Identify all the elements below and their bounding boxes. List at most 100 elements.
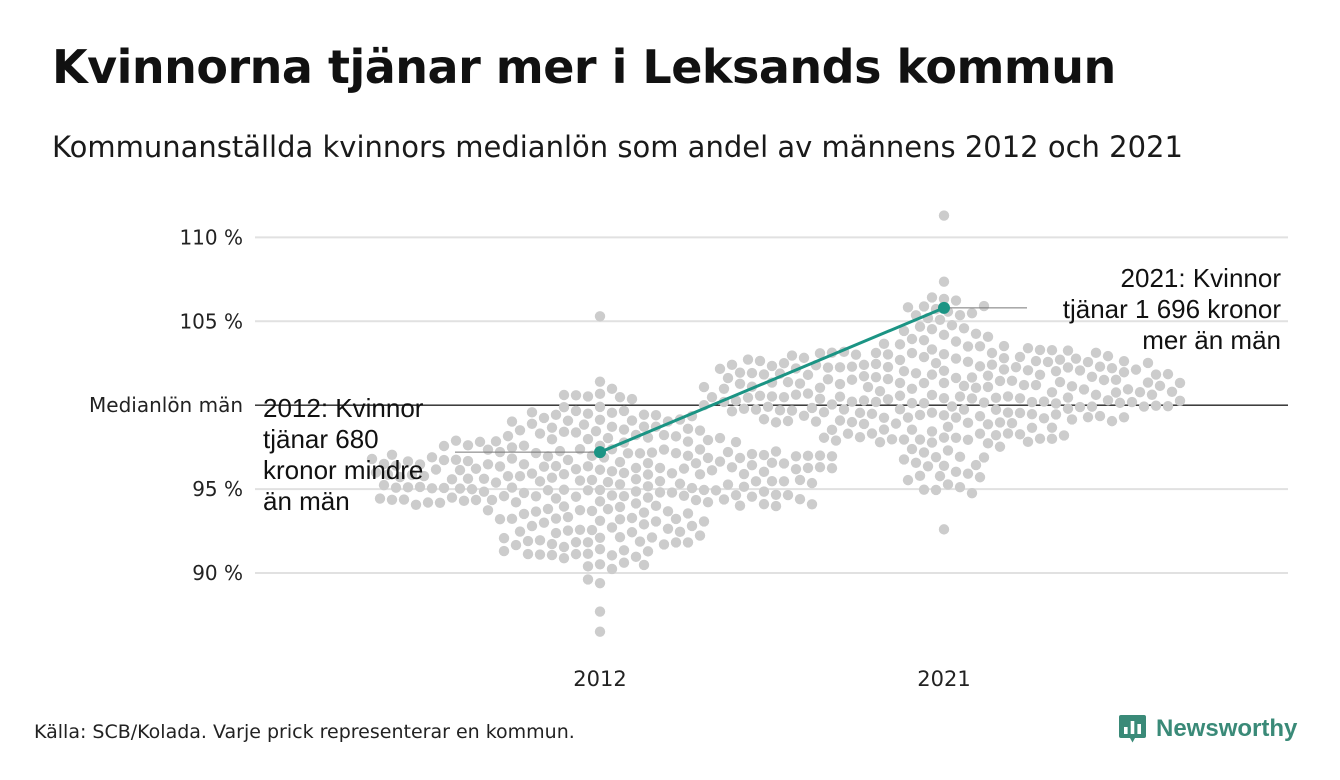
municipality-dot (446, 492, 458, 503)
municipality-dot (378, 479, 390, 491)
municipality-dot (626, 415, 638, 426)
y-axis-labels: 90 % 95 % 105 % 110 % (179, 225, 243, 585)
municipality-dot (790, 389, 802, 400)
municipality-dot (846, 361, 858, 372)
municipality-dot (1142, 357, 1154, 369)
x-tick-label: 2021 (917, 667, 970, 691)
municipality-dot (962, 356, 974, 367)
municipality-dot (374, 493, 386, 504)
municipality-dot (390, 460, 402, 471)
municipality-dot (506, 442, 518, 453)
municipality-dot (850, 349, 862, 360)
municipality-dot (882, 349, 894, 360)
municipality-dot (722, 372, 734, 384)
municipality-dot (1022, 365, 1034, 376)
municipality-dot (426, 452, 438, 463)
municipality-dot (1102, 395, 1114, 406)
municipality-dot (462, 473, 474, 484)
municipality-dot (778, 458, 790, 469)
municipality-dot (618, 467, 630, 479)
municipality-dot (614, 531, 626, 543)
municipality-dot (1150, 369, 1162, 380)
municipality-dot (582, 548, 594, 560)
municipality-dot (530, 506, 542, 517)
municipality-dot (1002, 391, 1014, 402)
municipality-dot (802, 388, 814, 399)
municipality-dot (594, 515, 606, 526)
municipality-dot (774, 405, 786, 416)
municipality-dot (878, 424, 890, 435)
municipality-dot (606, 407, 618, 419)
municipality-dot (626, 393, 638, 405)
municipality-dot (886, 434, 898, 445)
municipality-dot (1154, 380, 1166, 392)
municipality-dot (938, 460, 950, 471)
municipality-dot (758, 449, 770, 461)
municipality-dot (742, 354, 754, 365)
municipality-dot (522, 535, 534, 547)
municipality-dot (746, 491, 758, 502)
highlight-line (599, 306, 945, 454)
newsworthy-logo[interactable]: Newsworthy (1118, 714, 1297, 744)
municipality-dot (938, 524, 950, 535)
municipality-dot (798, 352, 810, 364)
municipality-dot (982, 419, 994, 430)
municipality-dot (1046, 345, 1058, 356)
municipality-dot (582, 408, 594, 419)
municipality-dot (438, 482, 450, 494)
municipality-dot (402, 482, 414, 493)
municipality-dot (926, 292, 938, 303)
municipality-dot (1074, 365, 1086, 376)
municipality-dot (602, 432, 614, 444)
municipality-dot (986, 359, 998, 370)
municipality-dot (550, 460, 562, 472)
municipality-dot (654, 462, 666, 474)
municipality-dot (1002, 428, 1014, 439)
municipality-dot (606, 522, 618, 533)
municipality-dot (510, 497, 522, 508)
municipality-dot (906, 397, 918, 409)
municipality-dot (630, 474, 642, 485)
municipality-dot (950, 372, 962, 384)
municipality-dot (926, 344, 938, 355)
municipality-dot (1030, 355, 1042, 367)
municipality-dot (982, 438, 994, 449)
municipality-dot (550, 493, 562, 504)
municipality-dot (638, 409, 650, 420)
municipality-dot (686, 482, 698, 494)
municipality-dot (534, 549, 546, 560)
municipality-dot (902, 474, 914, 486)
municipality-dot (726, 462, 738, 473)
municipality-dot (674, 478, 686, 489)
municipality-dot (778, 476, 790, 487)
municipality-dot (874, 436, 886, 448)
municipality-dot (438, 454, 450, 466)
municipality-dot (426, 483, 438, 494)
municipality-dot (834, 415, 846, 426)
municipality-dot (926, 369, 938, 380)
municipality-dot (974, 428, 986, 439)
municipality-dot (542, 451, 554, 462)
municipality-dot (530, 447, 542, 459)
municipality-dot (702, 496, 714, 508)
municipality-dot (618, 545, 630, 556)
municipality-dot (538, 517, 550, 528)
municipality-dot (910, 368, 922, 379)
municipality-dot (1106, 362, 1118, 374)
municipality-dot (1046, 422, 1058, 433)
municipality-dot (486, 494, 498, 506)
municipality-dot (614, 479, 626, 490)
municipality-dot (618, 424, 630, 435)
municipality-dot (770, 446, 782, 457)
municipality-dot (938, 329, 950, 341)
municipality-dot (942, 421, 954, 433)
municipality-dot (942, 479, 954, 490)
municipality-dot (1162, 368, 1174, 380)
chart-title: Kvinnorna tjänar mer i Leksands kommun (52, 40, 1116, 94)
municipality-dot (754, 390, 766, 401)
municipality-dot (418, 470, 430, 482)
municipality-dot (594, 626, 606, 637)
municipality-dot (1090, 347, 1102, 359)
municipality-dot (958, 380, 970, 392)
municipality-dot (902, 412, 914, 423)
